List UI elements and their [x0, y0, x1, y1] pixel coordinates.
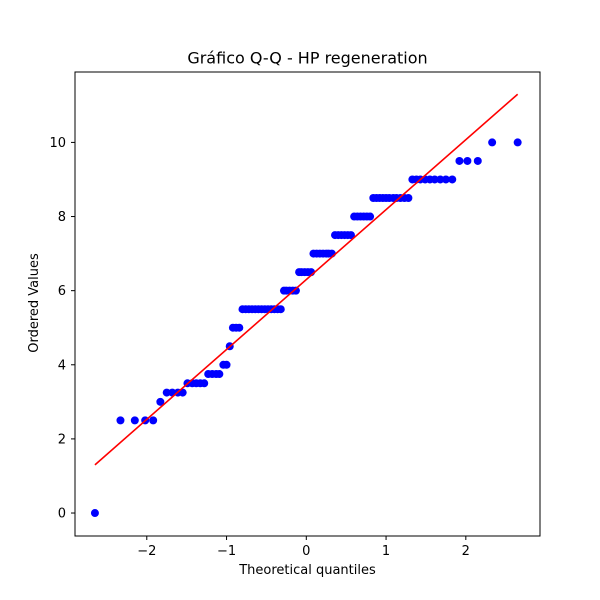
data-point	[441, 175, 450, 184]
data-point	[162, 388, 171, 397]
data-point	[116, 416, 125, 425]
y-tick-label: 6	[58, 284, 66, 299]
y-tick-label: 10	[49, 136, 66, 151]
data-point	[346, 231, 355, 240]
data-point	[222, 360, 231, 369]
data-point	[436, 175, 445, 184]
data-point	[149, 416, 158, 425]
chart-title: Gráfico Q-Q - HP regeneration	[187, 49, 427, 68]
data-point	[455, 156, 464, 165]
fit-line	[94, 93, 519, 466]
data-point	[156, 397, 165, 406]
data-point	[291, 286, 300, 295]
axes: −2 −1 0 1 2 0 2 4 6 8 10	[49, 71, 541, 559]
data-point	[448, 175, 457, 184]
x-tick-label: −1	[217, 544, 236, 559]
x-tick-label: 1	[382, 544, 390, 559]
x-tick-label: 0	[302, 544, 310, 559]
plot-area	[90, 93, 522, 518]
data-point	[513, 138, 522, 147]
x-tick-label: 2	[462, 544, 470, 559]
y-tick-label: 4	[58, 358, 66, 373]
data-point	[404, 194, 413, 203]
y-tick-label: 2	[58, 432, 66, 447]
data-point	[488, 138, 497, 147]
data-point	[90, 509, 99, 518]
y-tick-label: 0	[58, 507, 66, 522]
y-axis-label: Ordered Values	[27, 253, 42, 353]
plot-frame	[74, 71, 541, 537]
y-tick-label: 8	[58, 210, 66, 225]
data-point	[276, 305, 285, 314]
data-point	[235, 323, 244, 332]
x-tick-label: −2	[137, 544, 156, 559]
data-point	[215, 370, 224, 379]
data-point	[200, 379, 209, 388]
x-axis-label: Theoretical quantiles	[238, 563, 376, 578]
data-point	[473, 156, 482, 165]
data-point	[430, 175, 439, 184]
data-point	[463, 156, 472, 165]
data-point	[130, 416, 139, 425]
data-point	[366, 212, 375, 221]
